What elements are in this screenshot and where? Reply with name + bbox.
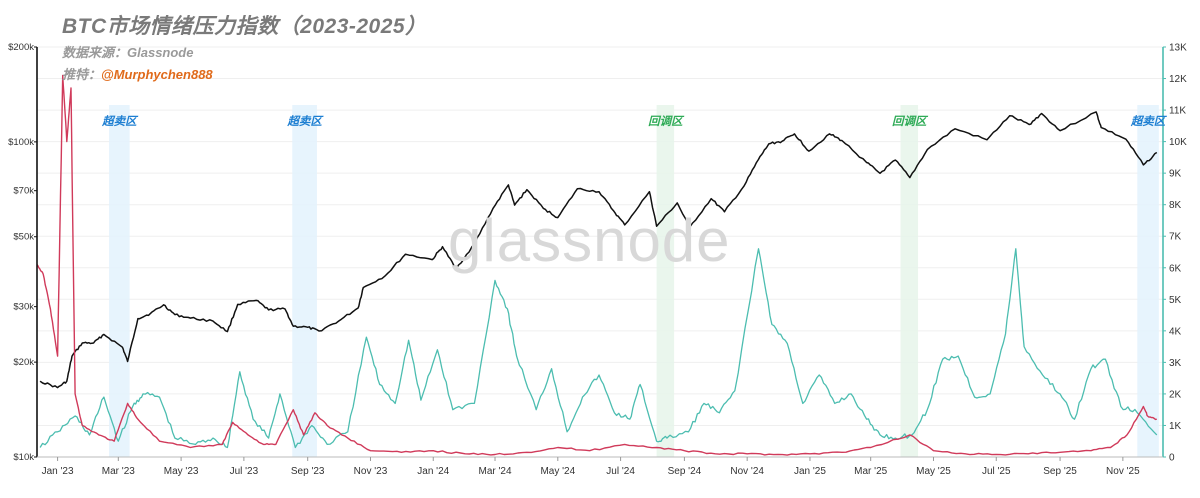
x-tick-label: Jan '23 (42, 466, 74, 477)
x-tick-label: Mar '24 (478, 466, 511, 477)
zone-bands (109, 105, 1159, 457)
source-value: Glassnode (127, 45, 194, 60)
right-tick-label: 10K (1169, 137, 1187, 148)
right-tick-label: 12K (1169, 74, 1187, 85)
right-tick-label: 4K (1169, 326, 1182, 337)
x-tick-label: Sep '25 (1043, 466, 1077, 477)
watermark: glassnode (448, 207, 731, 274)
x-tick-label: May '25 (916, 466, 951, 477)
axes (34, 46, 1166, 461)
series-lines (36, 74, 1158, 456)
zone-labels: 超卖区 超卖区 回调区 回调区 超卖区 (101, 115, 1168, 128)
right-tick-label: 6K (1169, 263, 1182, 274)
zone-label-oversold: 超卖区 (286, 115, 324, 128)
grid-lines (37, 46, 1163, 458)
x-tick-label: May '23 (164, 466, 199, 477)
right-tick-label: 11K (1169, 106, 1186, 117)
tick-labels: $10k $20k $30k $50k $70k $100k $200k 0 1K 2K 3K 4K 5… (8, 42, 1187, 477)
btc-price-line (39, 111, 1158, 389)
zone-label-oversold: 超卖区 (1130, 115, 1168, 128)
x-tick-label: Jul '23 (230, 466, 259, 477)
stress-index-line (39, 248, 1158, 449)
zone-band-pullback (900, 105, 919, 457)
left-tick-label: $10k (13, 452, 34, 463)
zone-label-pullback: 回调区 (892, 115, 929, 128)
left-tick-label: $100k (8, 137, 34, 148)
left-tick-label: $70k (13, 186, 34, 197)
x-tick-label: Jan '24 (417, 466, 449, 477)
x-tick-label: Mar '23 (102, 466, 135, 477)
x-tick-label: Jul '24 (606, 466, 635, 477)
chart-title: BTC市场情绪压力指数（2023-2025） (62, 15, 427, 38)
source-label: 数据来源： (62, 45, 128, 60)
x-tick-label: Mar '25 (854, 466, 887, 477)
x-tick-label: May '24 (540, 466, 575, 477)
left-tick-label: $20k (13, 357, 34, 368)
x-tick-label: Jul '25 (982, 466, 1011, 477)
zone-band-pullback (656, 105, 675, 457)
right-tick-label: 0 (1169, 453, 1175, 464)
x-tick-label: Sep '23 (291, 466, 325, 477)
zone-label-oversold: 超卖区 (101, 115, 139, 128)
x-tick-label: Nov '25 (1106, 466, 1140, 477)
twitter-line: 推特：@Murphychen888 (62, 64, 213, 83)
x-tick-label: Nov '23 (354, 466, 388, 477)
right-tick-label: 13K (1169, 43, 1187, 54)
right-tick-label: 1K (1169, 421, 1182, 432)
right-tick-label: 2K (1169, 389, 1182, 400)
right-tick-label: 7K (1169, 232, 1182, 243)
twitter-handle[interactable]: @Murphychen888 (101, 67, 213, 82)
capitulation-index-line (36, 74, 1157, 456)
source-line: 数据来源：Glassnode (62, 42, 193, 61)
zone-label-pullback: 回调区 (648, 115, 685, 128)
right-tick-label: 9K (1169, 169, 1182, 180)
x-tick-label: Sep '24 (668, 466, 702, 477)
right-tick-label: 3K (1169, 358, 1182, 369)
x-tick-label: Nov '24 (730, 466, 764, 477)
right-tick-label: 8K (1169, 200, 1182, 211)
zone-band-oversold (292, 105, 317, 457)
left-tick-label: $50k (13, 232, 34, 243)
twitter-label: 推特： (62, 67, 102, 82)
zone-band-oversold (109, 105, 130, 457)
zone-band-oversold (1137, 105, 1159, 457)
left-tick-label: $30k (13, 302, 34, 313)
x-tick-label: Jan '25 (794, 466, 826, 477)
right-tick-label: 5K (1169, 295, 1182, 306)
left-tick-label: $200k (8, 42, 34, 53)
